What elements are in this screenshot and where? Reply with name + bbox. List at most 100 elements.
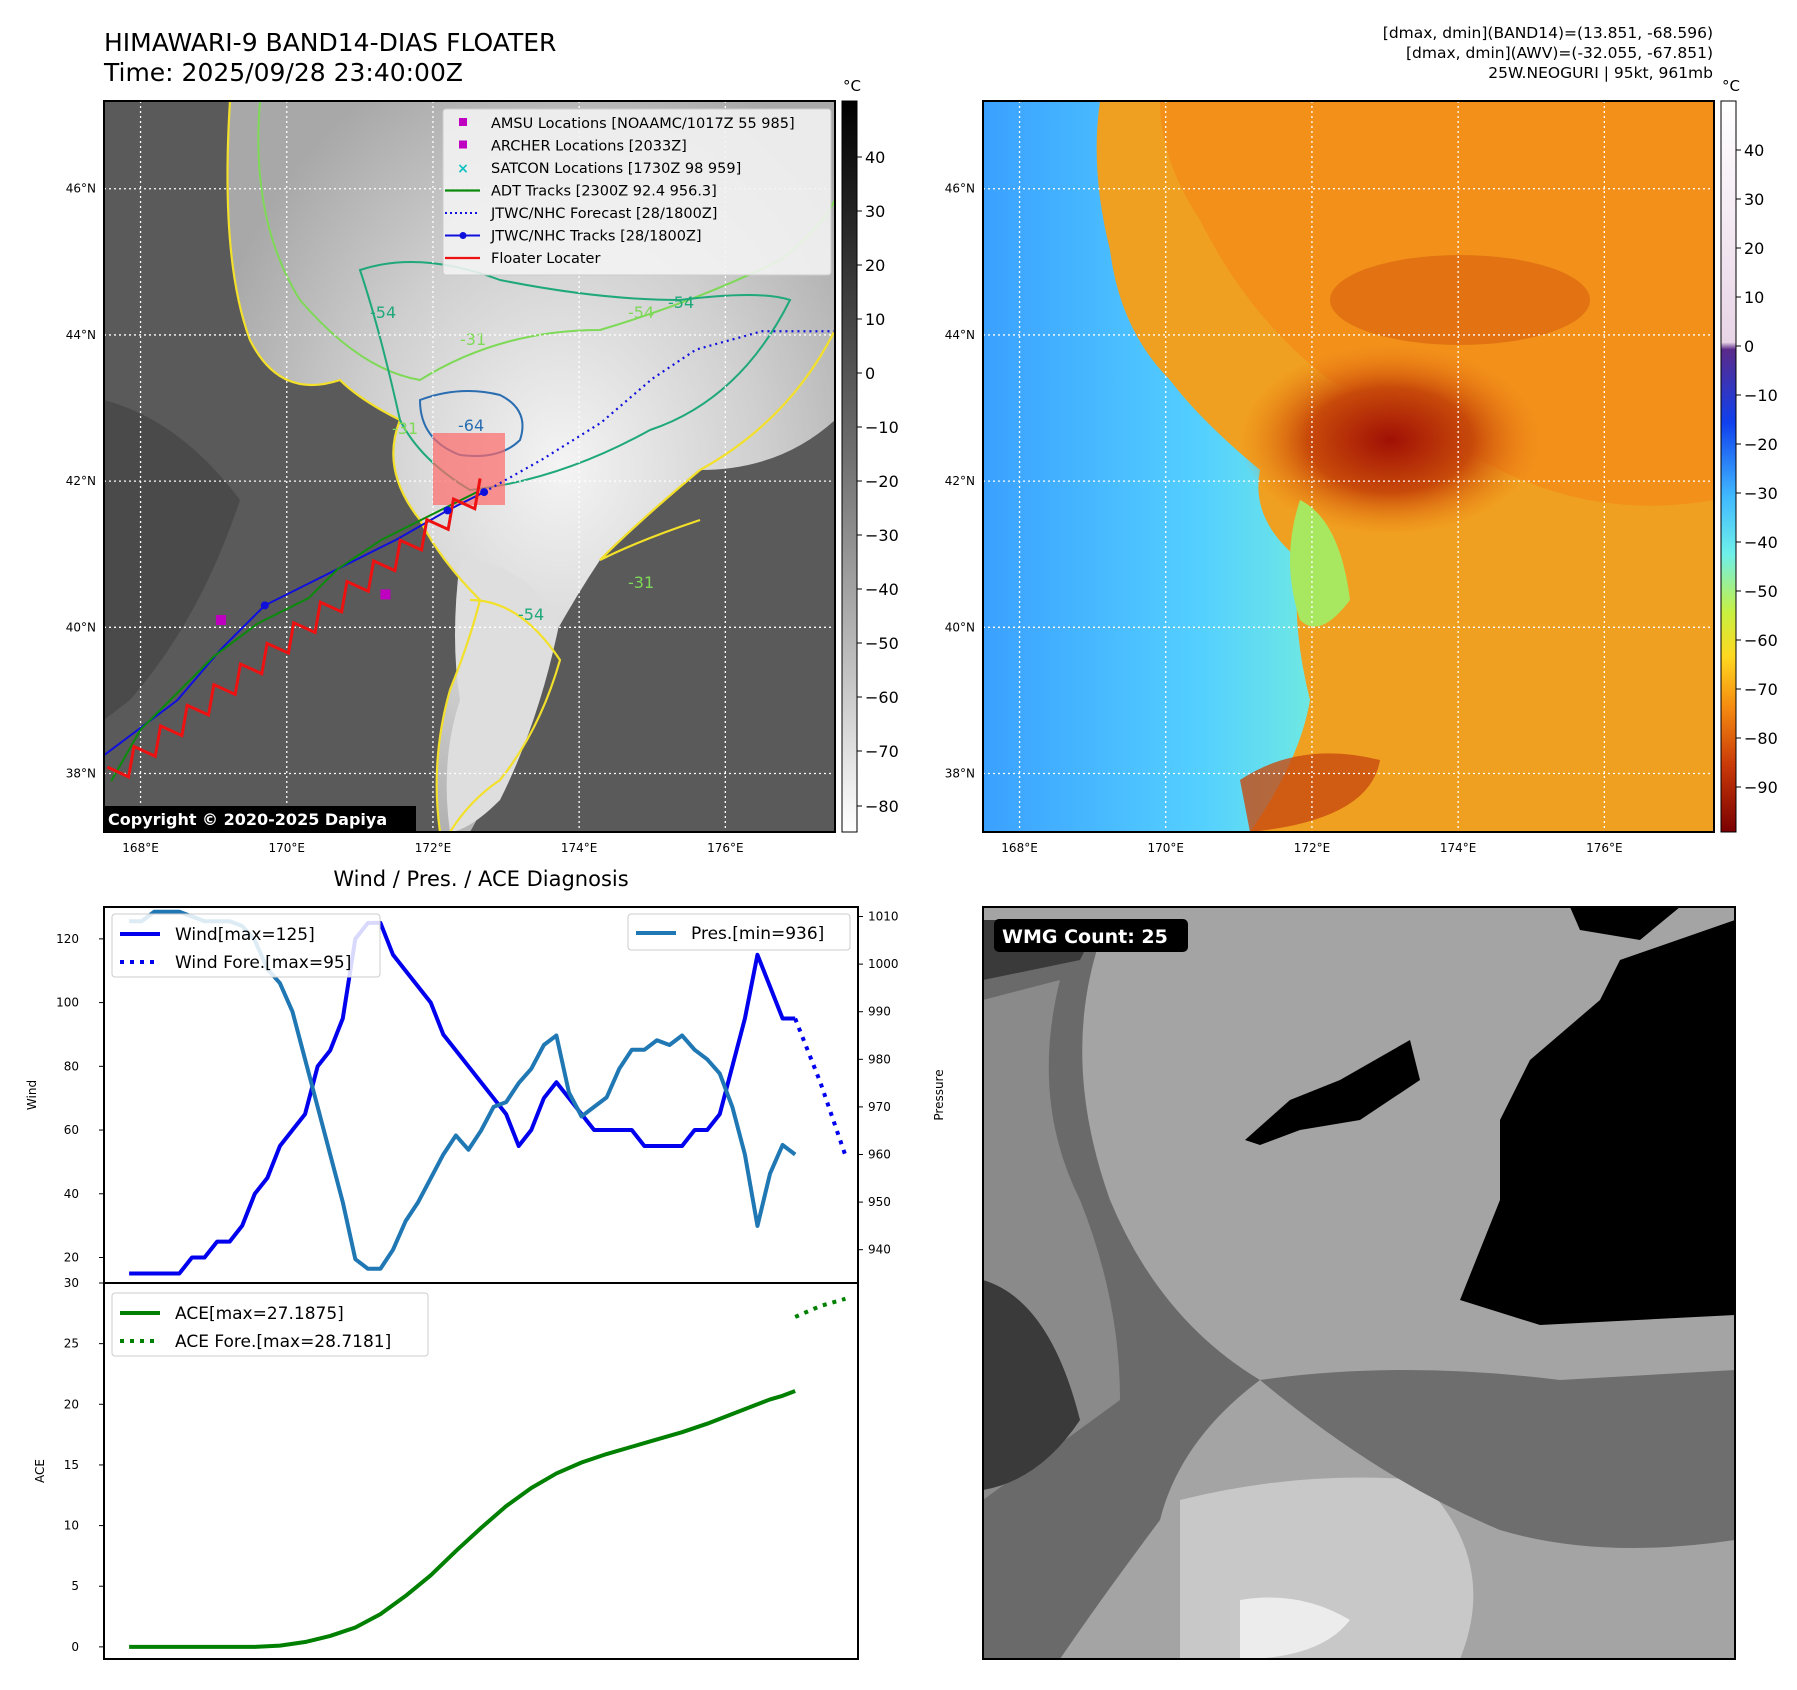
pressure-y-tick: 980 <box>868 1052 891 1066</box>
wv-colorbar-label: −20 <box>1744 435 1778 454</box>
contour-yellow-west <box>226 101 482 832</box>
ir-dark-region <box>104 400 240 720</box>
ace-legend: ACE[max=27.1875] ACE Fore.[max=28.7181] <box>111 1292 429 1357</box>
wmg-zone-white <box>1240 1597 1350 1659</box>
wind-legend-label: Wind[max=125] <box>175 925 315 945</box>
wmg-cold-core <box>1460 920 1735 1325</box>
jtwc-track-point <box>260 601 269 610</box>
legend-marker-dot <box>459 232 467 239</box>
ir-lat-tick: 40°N <box>66 620 96 634</box>
wmg-cold-spot <box>1245 1040 1420 1145</box>
series-ace-forecast <box>794 1296 846 1319</box>
ace-y-tick: 15 <box>64 1458 79 1472</box>
wind-axis-label: Wind <box>25 1080 39 1110</box>
wv-colorbar-label: −80 <box>1744 729 1778 748</box>
wv-lat-tick: 40°N <box>945 620 975 634</box>
pressure-legend-label: Pres.[min=936] <box>691 924 824 944</box>
legend-label: SATCON Locations [1730Z 98 959] <box>491 161 741 177</box>
contour-label: -31 <box>460 330 486 349</box>
pressure-y-tick: 990 <box>868 1005 891 1019</box>
wv-colorbar-label: 40 <box>1744 141 1764 160</box>
pressure-axis-label: Pressure <box>932 1069 946 1120</box>
wv-lat-tick: 38°N <box>945 767 975 781</box>
legend-label: AMSU Locations [NOAAMC/1017Z 55 985] <box>491 116 795 132</box>
wind-y-tick: 40 <box>64 1187 79 1201</box>
wmg-panel <box>983 907 1735 1659</box>
ir-colorbar-label: −60 <box>865 688 899 707</box>
wv-colorbar-label: −50 <box>1744 582 1778 601</box>
wv-colorbar-label: −40 <box>1744 533 1778 552</box>
ir-lat-tick: 46°N <box>66 182 96 196</box>
storm-info: 25W.NEOGURI | 95kt, 961mb <box>1488 64 1713 82</box>
wv-colorbar-label: −10 <box>1744 386 1778 405</box>
wind-y-tick: 80 <box>64 1059 79 1073</box>
wv-map-panel <box>983 101 1714 832</box>
wv-colorbar-label: −60 <box>1744 631 1778 650</box>
ir-colorbar-ticks: 40 30 20 10 0 −10 −20 −30 −40 −50 −60 −70 −80 <box>857 148 899 816</box>
wv-lon-tick: 170°E <box>1148 841 1185 855</box>
jtwc-track-point <box>480 488 489 497</box>
ace-y-tick: 5 <box>71 1579 79 1593</box>
ir-colorbar-label: 0 <box>865 364 875 383</box>
ir-lon-tick: 174°E <box>561 841 598 855</box>
ir-colorbar-label: −10 <box>865 418 899 437</box>
ace-y-tick: 0 <box>71 1640 79 1654</box>
contour-label: -54 <box>370 303 396 322</box>
pressure-y-tick: 940 <box>868 1243 891 1257</box>
wv-lat-tick: 44°N <box>945 328 975 342</box>
pressure-y-tick: 950 <box>868 1195 891 1209</box>
wv-colorbar-label: 0 <box>1744 337 1754 356</box>
legend-marker-cross: × <box>457 161 469 177</box>
contour-label: -31 <box>392 419 418 438</box>
contour-label: -54 <box>518 605 544 624</box>
legend-label: ADT Tracks [2300Z 92.4 956.3] <box>491 184 717 200</box>
ir-colorbar-label: −70 <box>865 742 899 761</box>
wv-colorbar <box>1720 100 1737 833</box>
ir-lon-tick: 176°E <box>707 841 744 855</box>
ir-lon-tick: 168°E <box>122 841 159 855</box>
legend-label: JTWC/NHC Forecast [28/1800Z] <box>490 206 717 222</box>
legend-label: JTWC/NHC Tracks [28/1800Z] <box>490 229 702 245</box>
pressure-y-tick: 1010 <box>868 910 899 924</box>
ir-colorbar-label: −30 <box>865 526 899 545</box>
wind-y-tick: 20 <box>64 1251 79 1265</box>
pressure-y-tick: 960 <box>868 1147 891 1161</box>
ir-colorbar-unit: °C <box>843 77 861 95</box>
ace-y-tick: 25 <box>64 1337 79 1351</box>
wv-colorbar-label: −90 <box>1744 778 1778 797</box>
pressure-legend-box <box>627 913 851 951</box>
contour-teal <box>358 261 792 492</box>
contour-yellow-south <box>449 598 562 832</box>
ir-colorbar-label: 30 <box>865 202 885 221</box>
wv-colorbar-unit: °C <box>1722 77 1740 95</box>
ace-panel: 0 5 10 15 20 25 30 ACE ACE[max=27.1875] ACE Fore.… <box>33 1276 859 1660</box>
legend-marker-square <box>459 140 467 149</box>
series-wind <box>129 920 796 1276</box>
ir-colorbar <box>841 100 858 833</box>
ace-axis-label: ACE <box>33 1459 47 1483</box>
wv-lon-tick: 174°E <box>1440 841 1477 855</box>
contour-label: -54 <box>628 303 654 322</box>
wind-legend: Wind[max=125] Wind Fore.[max=95] <box>111 913 381 978</box>
jtwc-track-point <box>443 506 452 515</box>
ir-map-frame <box>103 100 836 833</box>
wv-colorbar-label: 10 <box>1744 288 1764 307</box>
wv-lat-tick: 46°N <box>945 182 975 196</box>
wv-lon-tick: 176°E <box>1586 841 1623 855</box>
legend-marker-square <box>459 118 467 126</box>
wind-legend-box <box>111 913 381 978</box>
ir-colorbar-label: −40 <box>865 580 899 599</box>
wv-colorbar-label: −70 <box>1744 680 1778 699</box>
ir-lon-tick: 172°E <box>415 841 452 855</box>
contour-yellow-east <box>599 329 835 561</box>
wv-colorbar-ticks: 40 30 20 10 0 −10 −20 −30 −40 −50 −60 −70 −80 −90 <box>1736 141 1778 797</box>
legend-label: ARCHER Locations [2033Z] <box>491 139 687 155</box>
wmg-cold-north <box>1570 907 1680 940</box>
series-ace <box>129 1389 796 1649</box>
ir-colorbar-label: −20 <box>865 472 899 491</box>
wv-colorbar-label: 20 <box>1744 239 1764 258</box>
ace-forecast-legend-label: ACE Fore.[max=28.7181] <box>175 1332 391 1352</box>
wv-storm-core <box>1240 345 1540 535</box>
ir-colorbar-label: 10 <box>865 310 885 329</box>
